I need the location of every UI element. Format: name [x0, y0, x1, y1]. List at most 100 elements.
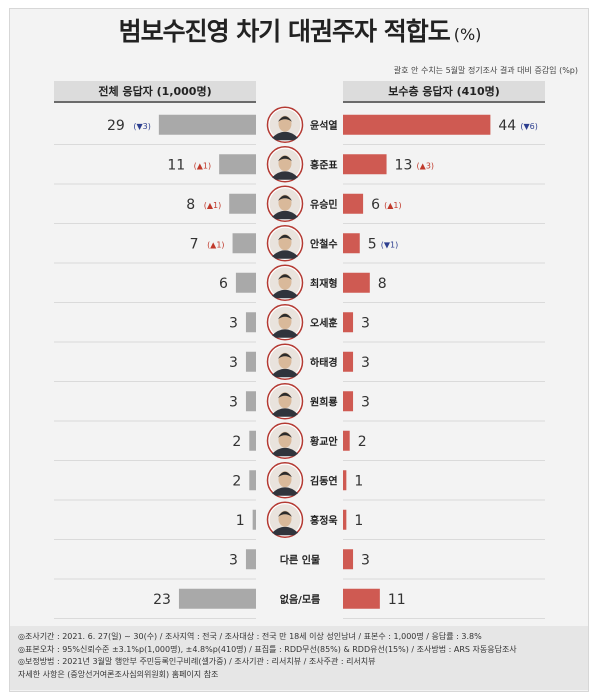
- bar-conservative-11: [343, 509, 347, 530]
- value-conservative-12: 3: [361, 552, 370, 568]
- avatar-hair-4: [278, 234, 292, 241]
- candidate-name-4: 안철수: [310, 237, 338, 250]
- value-all-8: 3: [229, 394, 238, 410]
- bar-conservative-3: [343, 193, 364, 214]
- bar-all-8: [245, 391, 256, 412]
- avatar-suit-6: [272, 329, 298, 338]
- candidate-name-9: 황교안: [310, 435, 338, 448]
- bar-all-9: [249, 430, 256, 451]
- avatar-suit-9: [272, 447, 298, 457]
- avatar-hair-9: [278, 432, 292, 438]
- value-conservative-1: 44: [498, 118, 516, 134]
- bar-conservative-2: [343, 154, 387, 175]
- change-all-3: (▲1): [204, 201, 221, 210]
- title-text: 범보수진영 차기 대권주자 적합도: [118, 17, 451, 46]
- value-conservative-13: 11: [388, 592, 406, 608]
- candidate-name-5: 최재형: [310, 277, 338, 290]
- avatar-hair-7: [278, 353, 292, 359]
- bar-all-2: [219, 154, 256, 175]
- bar-conservative-6: [343, 312, 354, 333]
- bar-all-11: [252, 509, 256, 530]
- candidate-name-2: 홍준표: [310, 158, 338, 171]
- value-conservative-7: 3: [361, 355, 370, 371]
- title-unit: (%): [453, 25, 482, 44]
- candidate-name-13: 없음/모름: [280, 593, 320, 606]
- value-all-13: 23: [153, 592, 171, 608]
- value-all-5: 6: [219, 276, 228, 292]
- bar-all-1: [158, 114, 256, 135]
- bar-conservative-12: [343, 549, 354, 570]
- change-note: 괄호 안 수치는 5월말 정기조사 결과 대비 증감임 (%p): [393, 66, 578, 75]
- bar-conservative-4: [343, 233, 360, 254]
- bar-all-4: [232, 233, 256, 254]
- survey-info: ◎조사기간 : 2021. 6. 27(일) ~ 30(수) / 조사지역 : …: [10, 626, 588, 690]
- value-all-2: 11: [167, 157, 185, 173]
- value-conservative-8: 3: [361, 394, 370, 410]
- avatar-hair-3: [278, 195, 292, 201]
- value-all-4: 7: [190, 236, 199, 252]
- change-conservative-2: (▲3): [417, 161, 434, 170]
- candidate-name-8: 원희룡: [310, 395, 338, 408]
- bar-conservative-1: [343, 114, 491, 135]
- bar-all-5: [235, 272, 256, 293]
- value-conservative-4: 5: [368, 236, 377, 252]
- chart-title: 범보수진영 차기 대권주자 적합도 (%): [0, 12, 600, 48]
- bar-all-12: [245, 549, 256, 570]
- avatar-suit-10: [272, 487, 298, 496]
- value-all-9: 2: [232, 434, 241, 450]
- bar-conservative-5: [343, 272, 370, 293]
- avatar-suit-8: [272, 408, 298, 417]
- bar-all-7: [245, 351, 256, 372]
- change-all-4: (▲1): [207, 240, 224, 249]
- value-all-11: 1: [236, 513, 245, 529]
- bar-conservative-9: [343, 430, 350, 451]
- value-conservative-10: 1: [354, 473, 363, 489]
- candidate-name-1: 윤석열: [310, 119, 338, 132]
- avatar-hair-2: [278, 155, 292, 162]
- avatar-hair-11: [278, 511, 292, 517]
- header-conservative-respondents: 보수층 응답자 (410명): [343, 81, 545, 103]
- value-all-12: 3: [229, 552, 238, 568]
- avatar-suit-7: [272, 368, 298, 378]
- survey-info-line-1: ◎조사기간 : 2021. 6. 27(일) ~ 30(수) / 조사지역 : …: [18, 632, 482, 641]
- bar-all-10: [249, 470, 256, 491]
- avatar-suit-4: [272, 250, 298, 259]
- bar-conservative-10: [343, 470, 347, 491]
- value-conservative-6: 3: [361, 315, 370, 331]
- change-all-2: (▲1): [194, 161, 211, 170]
- survey-info-line-3: ◎보정방법 : 2021년 3월말 행안부 주민등록인구비례(셀가중) / 조사…: [18, 657, 376, 666]
- bar-all-13: [178, 588, 256, 609]
- value-all-3: 8: [186, 197, 195, 213]
- change-conservative-1: (▼6): [520, 122, 537, 131]
- avatar-suit-5: [272, 289, 298, 299]
- avatar-suit-3: [272, 210, 298, 220]
- value-conservative-2: 13: [395, 157, 413, 173]
- avatar-suit-1: [272, 131, 298, 141]
- bar-conservative-7: [343, 351, 354, 372]
- avatar-suit-11: [272, 526, 298, 536]
- change-conservative-4: (▼1): [381, 240, 398, 249]
- avatar-suit-2: [272, 171, 298, 180]
- avatar-hair-5: [278, 274, 292, 280]
- value-conservative-11: 1: [354, 513, 363, 529]
- candidate-name-7: 하태경: [310, 356, 338, 369]
- candidate-name-6: 오세훈: [310, 316, 338, 329]
- value-conservative-3: 6: [371, 197, 380, 213]
- value-all-6: 3: [229, 315, 238, 331]
- candidate-name-3: 유승민: [310, 198, 338, 211]
- value-all-10: 2: [232, 473, 241, 489]
- candidate-name-11: 홍정욱: [310, 514, 338, 527]
- survey-info-line-4: 자세한 사항은 (중앙선거여론조사심의위원회) 홈페이지 참조: [18, 669, 219, 679]
- avatar-hair-8: [278, 392, 292, 399]
- value-conservative-9: 2: [358, 434, 367, 450]
- value-all-1: 29: [107, 118, 125, 134]
- bar-conservative-8: [343, 391, 354, 412]
- candidate-name-12: 다른 인물: [280, 553, 320, 566]
- value-all-7: 3: [229, 355, 238, 371]
- value-conservative-5: 8: [378, 276, 387, 292]
- change-all-1: (▼3): [133, 122, 150, 131]
- avatar-hair-6: [278, 313, 292, 320]
- header-all-respondents: 전체 응답자 (1,000명): [54, 81, 256, 103]
- change-conservative-3: (▲1): [384, 201, 401, 210]
